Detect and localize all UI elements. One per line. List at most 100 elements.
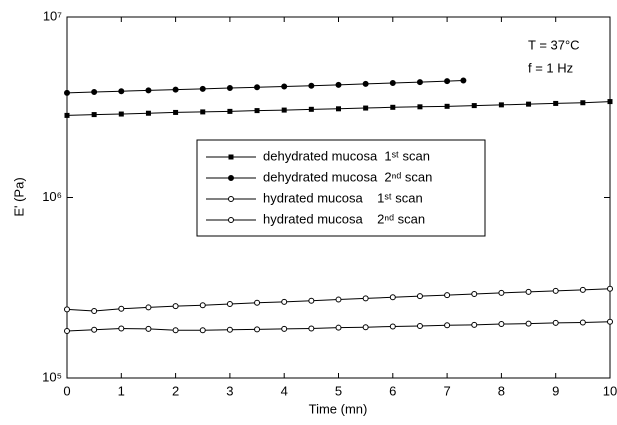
- point: [281, 298, 288, 305]
- point: [498, 321, 505, 328]
- point: [64, 112, 70, 118]
- point: [607, 318, 613, 325]
- x-tick-label: 5: [335, 383, 342, 398]
- x-tick-label: 10: [603, 383, 617, 398]
- point: [145, 304, 152, 311]
- point: [498, 289, 505, 296]
- point: [389, 79, 396, 86]
- x-tick-label: 2: [172, 383, 179, 398]
- x-tick-label: 4: [281, 383, 288, 398]
- point: [118, 111, 124, 117]
- point: [91, 112, 97, 118]
- point: [254, 84, 261, 91]
- point: [64, 306, 70, 313]
- point: [145, 87, 152, 94]
- legend-marker: [228, 175, 234, 181]
- point: [389, 294, 396, 301]
- point: [145, 325, 152, 332]
- point: [226, 326, 233, 333]
- point: [580, 100, 586, 106]
- point: [526, 101, 532, 107]
- point: [308, 82, 315, 89]
- point: [200, 109, 206, 115]
- point: [416, 293, 423, 300]
- point: [444, 322, 451, 329]
- point: [362, 295, 369, 302]
- point: [118, 88, 125, 95]
- point: [607, 99, 613, 105]
- y-tick-label: 10⁶: [42, 189, 62, 204]
- x-tick-label: 3: [226, 383, 233, 398]
- point: [460, 77, 467, 84]
- annotation: T = 37°C: [528, 37, 580, 52]
- point: [362, 80, 369, 87]
- point: [444, 103, 450, 109]
- point: [145, 110, 151, 116]
- x-tick-label: 8: [498, 383, 505, 398]
- x-tick-label: 9: [552, 383, 559, 398]
- point: [335, 324, 342, 331]
- point: [471, 321, 478, 328]
- point: [91, 89, 98, 96]
- point: [199, 327, 206, 334]
- x-tick-label: 0: [63, 383, 70, 398]
- point: [390, 104, 396, 110]
- point: [417, 104, 423, 110]
- point: [118, 325, 125, 332]
- point: [416, 79, 423, 86]
- point: [552, 319, 559, 326]
- point: [199, 302, 206, 309]
- point: [254, 299, 261, 306]
- legend-marker: [228, 154, 234, 160]
- legend-label: dehydrated mucosa 1ˢᵗ scan: [263, 148, 430, 163]
- legend-marker: [228, 217, 234, 223]
- point: [281, 107, 287, 113]
- point: [525, 288, 532, 295]
- legend-marker: [228, 196, 234, 202]
- point: [281, 83, 288, 90]
- point: [308, 297, 315, 304]
- legend-label: hydrated mucosa 2ⁿᵈ scan: [263, 211, 425, 226]
- point: [553, 100, 559, 106]
- point: [607, 285, 613, 292]
- point: [173, 109, 179, 115]
- point: [118, 305, 125, 312]
- y-axis-label: E' (Pa): [11, 177, 26, 216]
- x-tick-label: 7: [443, 383, 450, 398]
- point: [335, 296, 342, 303]
- x-tick-label: 6: [389, 383, 396, 398]
- legend-label: dehydrated mucosa 2ⁿᵈ scan: [263, 169, 432, 184]
- point: [525, 320, 532, 327]
- x-tick-label: 1: [118, 383, 125, 398]
- point: [308, 106, 314, 112]
- point: [64, 328, 70, 335]
- point: [579, 319, 586, 326]
- point: [389, 323, 396, 330]
- point: [91, 326, 98, 333]
- point: [362, 324, 369, 331]
- point: [91, 308, 98, 315]
- x-axis-label: Time (mn): [309, 401, 368, 416]
- point: [363, 105, 369, 111]
- point: [226, 85, 233, 92]
- y-tick-label: 10⁷: [43, 8, 62, 23]
- point: [172, 327, 179, 334]
- point: [281, 325, 288, 332]
- y-tick-label: 10⁵: [42, 369, 62, 384]
- point: [199, 85, 206, 92]
- point: [552, 287, 559, 294]
- point: [335, 81, 342, 88]
- point: [336, 106, 341, 112]
- point: [64, 89, 70, 96]
- point: [471, 290, 478, 297]
- point: [172, 303, 179, 310]
- legend-label: hydrated mucosa 1ˢᵗ scan: [263, 190, 423, 205]
- point: [308, 325, 315, 332]
- series-line: [66, 79, 464, 94]
- point: [226, 301, 233, 308]
- point: [471, 103, 477, 109]
- point: [416, 323, 423, 330]
- point: [254, 326, 261, 333]
- point: [227, 108, 233, 114]
